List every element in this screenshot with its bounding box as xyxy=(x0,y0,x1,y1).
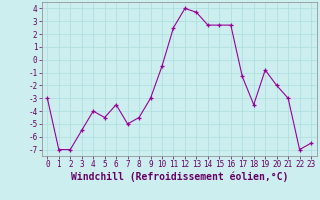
X-axis label: Windchill (Refroidissement éolien,°C): Windchill (Refroidissement éolien,°C) xyxy=(70,172,288,182)
